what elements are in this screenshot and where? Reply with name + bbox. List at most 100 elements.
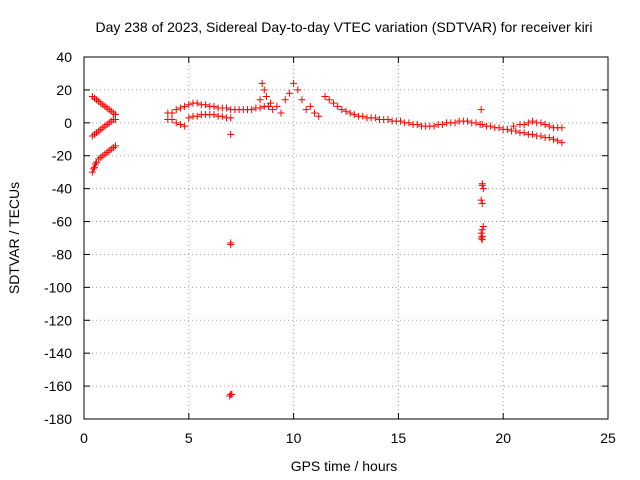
data-point	[529, 117, 537, 125]
data-point	[210, 102, 218, 110]
data-point	[227, 130, 235, 138]
data-point	[479, 222, 487, 230]
data-point	[478, 236, 486, 244]
data-point	[413, 120, 421, 128]
data-point	[510, 122, 518, 130]
data-point	[384, 116, 392, 124]
data-point	[273, 102, 281, 110]
data-point	[260, 86, 268, 94]
data-point	[512, 127, 520, 135]
data-point	[223, 104, 231, 112]
data-point	[88, 168, 96, 176]
data-point	[503, 125, 511, 133]
data-point	[172, 106, 180, 114]
data-point	[294, 86, 302, 94]
data-point	[281, 96, 289, 104]
series-arc-E	[478, 120, 566, 147]
data-point	[338, 106, 346, 114]
data-point	[89, 165, 97, 173]
data-point	[90, 163, 98, 171]
data-points	[88, 79, 566, 400]
data-point	[315, 112, 323, 120]
x-tick-label: 0	[80, 430, 88, 446]
data-point	[430, 122, 438, 130]
data-point	[545, 122, 553, 130]
data-point	[438, 120, 446, 128]
series-arc-A-lower	[88, 142, 119, 176]
data-point	[92, 160, 100, 168]
data-point	[545, 134, 553, 142]
series-arc-B	[164, 99, 272, 124]
data-point	[405, 119, 413, 127]
y-tick-label: -160	[44, 378, 72, 394]
data-point	[277, 109, 285, 117]
data-point	[248, 106, 256, 114]
series-arc-C	[256, 79, 323, 120]
data-point	[550, 135, 558, 143]
data-point	[168, 116, 176, 124]
y-tick-label: -180	[44, 411, 72, 427]
data-point	[290, 79, 298, 87]
data-point	[227, 241, 235, 249]
data-point	[477, 106, 485, 114]
data-point	[541, 120, 549, 128]
data-point	[346, 109, 354, 117]
data-point	[478, 226, 486, 234]
x-axis-label: GPS time / hours	[291, 458, 398, 474]
data-point	[371, 114, 379, 122]
data-point	[464, 117, 472, 125]
data-point	[479, 185, 487, 193]
data-point	[193, 112, 201, 120]
data-point	[529, 130, 537, 138]
data-point	[477, 234, 485, 242]
data-point	[181, 102, 189, 110]
data-point	[176, 120, 184, 128]
x-tick-label: 15	[391, 430, 407, 446]
data-point	[558, 124, 566, 132]
data-point	[558, 139, 566, 147]
series-arc-E-upper	[510, 117, 566, 132]
y-tick-label: -40	[52, 181, 72, 197]
data-point	[359, 112, 367, 120]
data-point	[210, 111, 218, 119]
y-tick-label: -120	[44, 312, 72, 328]
x-tick-label: 10	[286, 430, 302, 446]
data-point	[350, 111, 358, 119]
data-point	[537, 132, 545, 140]
plot-frame	[83, 56, 609, 420]
data-point	[311, 109, 319, 117]
data-point	[256, 104, 264, 112]
data-point	[256, 96, 264, 104]
y-tick-label: -140	[44, 345, 72, 361]
data-point	[227, 114, 235, 122]
data-point	[325, 96, 333, 104]
data-point	[218, 112, 226, 120]
data-point	[262, 92, 270, 100]
data-point	[168, 109, 176, 117]
series-outliers-19h	[477, 106, 487, 244]
data-point	[554, 137, 562, 145]
grid-lines	[84, 57, 608, 419]
data-point	[176, 104, 184, 112]
data-point	[478, 181, 486, 189]
data-point	[321, 92, 329, 100]
series-arc-D	[321, 92, 484, 130]
data-point	[451, 119, 459, 127]
data-point	[185, 101, 193, 109]
y-tick-labels: 40 20 0 -20 -40 -60 -80 -100 -120 -140 -160 -180	[44, 49, 72, 427]
data-point	[185, 114, 193, 122]
data-point	[258, 79, 266, 87]
tick-marks	[83, 56, 609, 420]
y-tick-label: -80	[52, 246, 72, 262]
data-point	[342, 107, 350, 115]
data-point	[302, 106, 310, 114]
y-tick-label: -20	[52, 148, 72, 164]
data-point	[181, 122, 189, 130]
y-tick-label: 40	[56, 49, 72, 65]
series-outliers-7h	[226, 130, 236, 400]
data-point	[334, 102, 342, 110]
y-tick-label: -60	[52, 214, 72, 230]
data-point	[285, 89, 293, 97]
data-point	[228, 390, 236, 398]
